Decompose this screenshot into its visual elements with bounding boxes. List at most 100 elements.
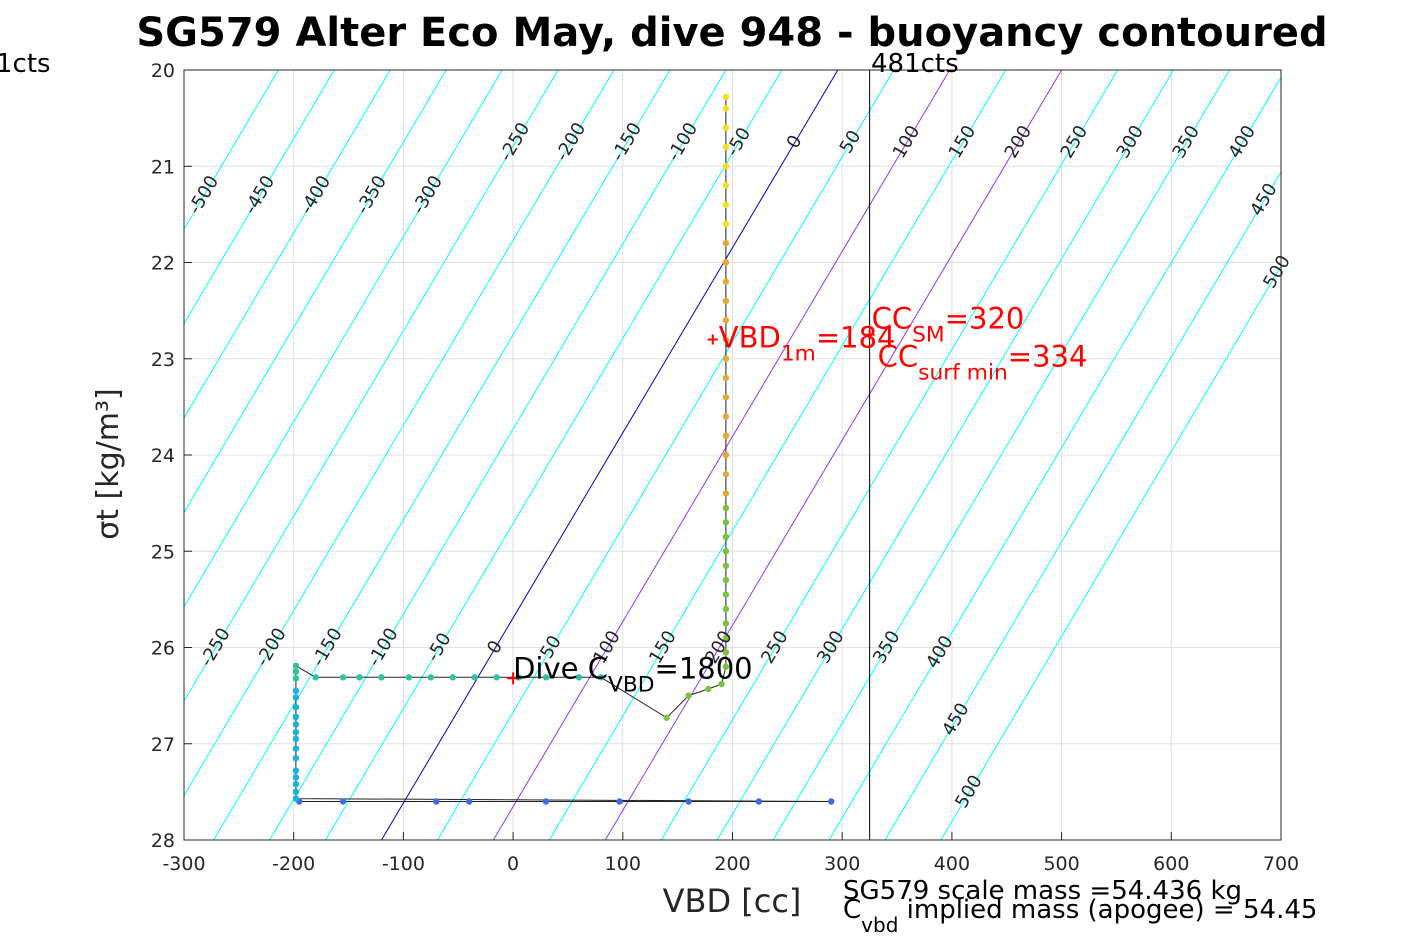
dive-point xyxy=(292,780,300,788)
dive-point xyxy=(722,490,730,497)
dive-point xyxy=(292,729,300,736)
x-axis-label: VBD [cc] xyxy=(663,882,802,920)
dive-point xyxy=(685,798,692,805)
dive-point xyxy=(542,674,550,681)
x-tick-label: -100 xyxy=(382,853,425,875)
dive-point xyxy=(292,668,300,675)
buoyancy-contour-line xyxy=(184,70,447,514)
dive-point xyxy=(433,798,440,805)
x-tick-label: 100 xyxy=(605,853,641,875)
y-tick-label: 26 xyxy=(151,638,175,660)
dive-point xyxy=(339,798,347,805)
cc-sm-annotation-main: CC xyxy=(872,302,913,336)
dive-point xyxy=(378,674,385,681)
cc-sm-annotation-sub: SM xyxy=(912,323,945,348)
dive-cvbd-annotation-text: Dive CVBD=1800 xyxy=(513,651,753,697)
buoyancy-contour-line xyxy=(184,70,335,325)
dive-point xyxy=(722,259,730,266)
dive-point xyxy=(292,694,300,701)
left-clip-label: 1cts xyxy=(0,49,51,79)
x-tick-label: 700 xyxy=(1263,853,1299,875)
dive-point xyxy=(722,355,730,362)
buoyancy-contour-line xyxy=(660,70,1119,840)
dive-point xyxy=(722,105,730,112)
footer-c: C xyxy=(843,895,861,925)
dive-point xyxy=(597,674,605,681)
x-tick-label: 600 xyxy=(1153,853,1189,875)
buoyancy-contour-line xyxy=(716,70,1175,840)
dive-point xyxy=(722,278,730,285)
dive-point xyxy=(575,674,583,681)
dive-point xyxy=(722,143,730,151)
x-tick-label: 0 xyxy=(507,853,519,875)
vbd-1m-annotation-value: =184 xyxy=(816,321,896,355)
dive-point xyxy=(722,240,730,247)
y-tick-label: 27 xyxy=(151,734,175,756)
cc-surf-min-annotation-main: CC xyxy=(878,339,919,373)
vertical-line-label: 481cts xyxy=(871,49,959,79)
dive-point xyxy=(722,504,730,512)
footer-scale-mass: SG579 scale mass =54.436 kg xyxy=(843,876,1242,906)
footer-implied-text: implied mass (apogee) = 54.45 xyxy=(898,895,1317,925)
y-axis-label: σt [kg/m³] xyxy=(91,388,126,540)
dive-point xyxy=(292,687,300,695)
dive-point xyxy=(292,703,300,711)
dive-point xyxy=(339,674,347,681)
dive-point xyxy=(722,93,730,101)
dive-point xyxy=(356,674,363,681)
dive-point xyxy=(292,662,300,669)
dive-point xyxy=(722,519,730,526)
data-points xyxy=(292,93,835,805)
buoyancy-contour-line xyxy=(269,70,727,840)
y-tick-label: 20 xyxy=(151,60,175,82)
buoyancy-contour-line xyxy=(184,70,279,231)
dive-point xyxy=(722,124,730,131)
dive-point xyxy=(292,675,300,682)
dive-point xyxy=(722,634,730,642)
dive-point xyxy=(471,674,478,681)
dive-point xyxy=(722,413,730,420)
dive-point xyxy=(722,182,730,189)
dive-cvbd-annotation-sub: VBD xyxy=(608,672,655,697)
buoyancy-contour-line xyxy=(184,70,559,703)
chart-title: SG579 Alter Eco May, dive 948 - buoyancy… xyxy=(136,10,1327,56)
dive-point xyxy=(722,591,730,598)
buoyancy-contour-line xyxy=(492,70,951,840)
buoyancy-contour-line xyxy=(548,70,1007,840)
dive-point xyxy=(722,201,730,208)
dive-point xyxy=(663,714,670,721)
x-tick-label: 400 xyxy=(934,853,970,875)
dive-point xyxy=(828,798,835,805)
dive-point xyxy=(722,471,730,478)
cc-surf-min-annotation-text: CCsurf min=334 xyxy=(878,339,1088,385)
x-tick-label: 200 xyxy=(714,853,750,875)
footer-implied-mass: Cvbd implied mass (apogee) = 54.45 xyxy=(843,895,1317,937)
buoyancy-contour-line xyxy=(772,70,1231,840)
buoyancy-contour-line xyxy=(884,170,1281,840)
vbd-1m-annotation-text: VBD1m=184 xyxy=(719,321,896,367)
x-tick-label: -300 xyxy=(162,853,205,875)
dive-point xyxy=(705,685,712,693)
axis-ticks: -300 -200 -100 0 100 200 300 400 500 600 700 20 21 22… xyxy=(151,60,1299,875)
dive-point xyxy=(722,336,730,343)
cc-sm-annotation-value: =320 xyxy=(945,302,1025,336)
dive-point xyxy=(722,605,730,613)
dive-cvbd-annotation-value: =1800 xyxy=(655,651,753,685)
dive-point xyxy=(405,674,413,681)
dive-point xyxy=(722,374,730,382)
dive-point xyxy=(466,798,473,805)
buoyancy-contours xyxy=(184,70,1281,840)
dive-point xyxy=(292,721,300,728)
dive-cvbd-annotation-main: Dive C xyxy=(513,651,608,685)
buoyancy-contour-line xyxy=(184,70,503,608)
buoyancy-contour-line xyxy=(828,76,1281,840)
vbd-1m-annotation-main: VBD xyxy=(719,321,781,355)
dive-point xyxy=(722,317,730,324)
dive-point xyxy=(292,745,300,752)
dive-point xyxy=(722,394,730,401)
buoyancy-contour-line xyxy=(184,70,391,419)
vbd-1m-annotation-sub: 1m xyxy=(781,342,816,367)
